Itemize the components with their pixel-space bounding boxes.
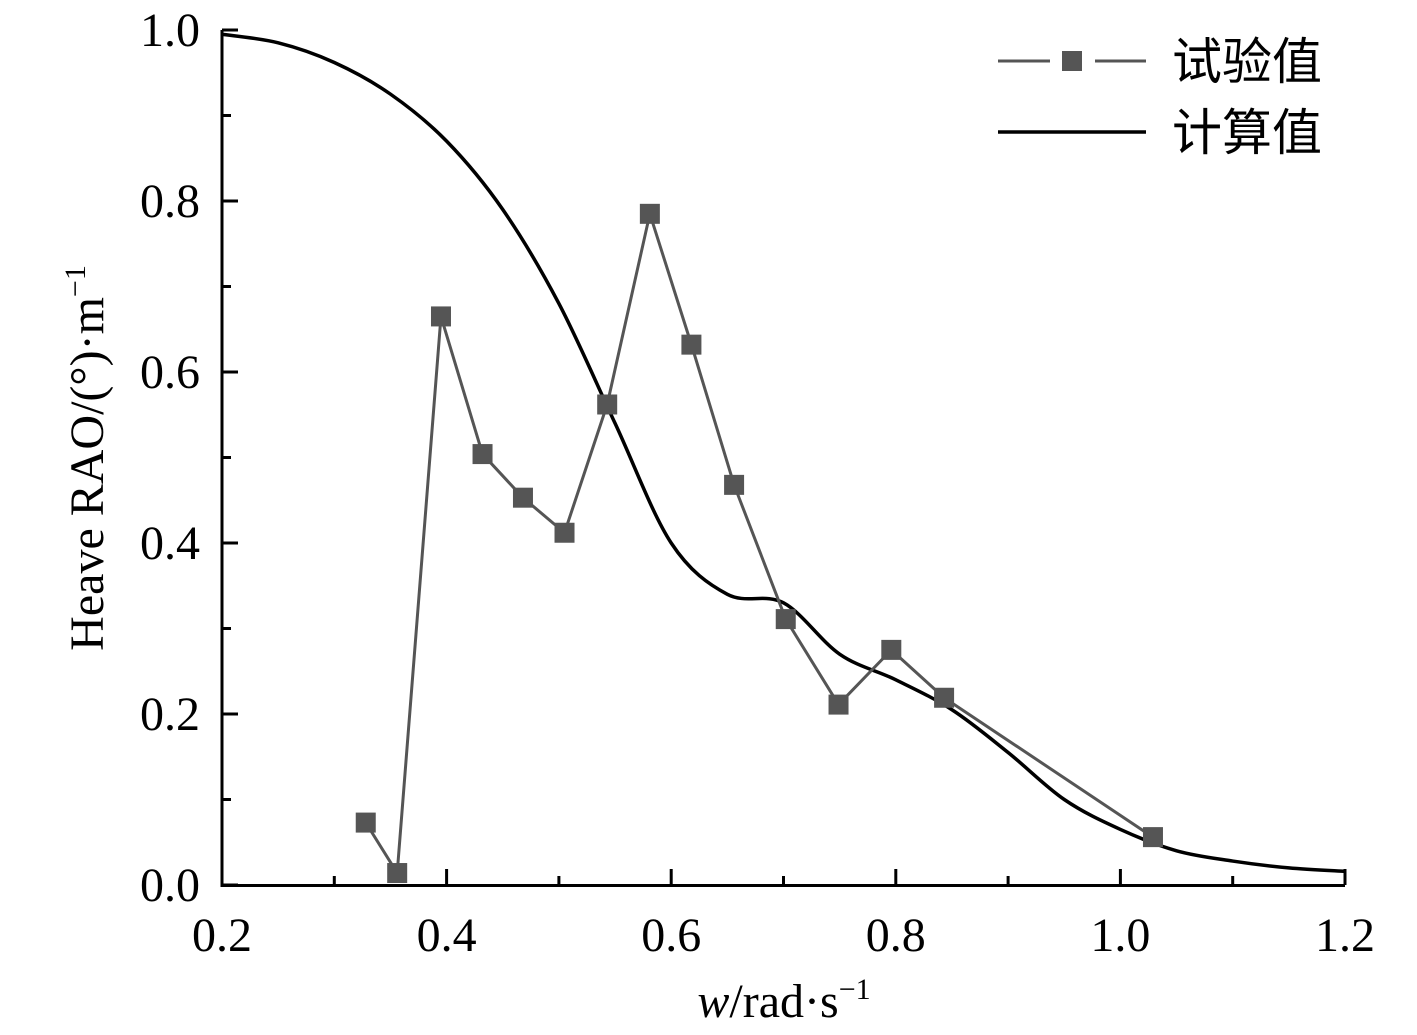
legend-label-calc: 计算值 (1172, 105, 1322, 161)
y-tick-label: 1.0 (140, 4, 200, 57)
experimental-point (934, 687, 955, 708)
legend-marker-test (1062, 51, 1082, 71)
experimental-point (597, 394, 618, 415)
tick-labels: 0.2 0.4 0.6 0.8 1.0 1.20.00.20.40.60.81.0 (140, 4, 1375, 962)
experimental-point (775, 609, 796, 630)
series-line-calculated (221, 32, 1346, 874)
series-layer (221, 32, 1346, 884)
ticks (220, 28, 1347, 887)
experimental-point (387, 863, 408, 884)
y-tick-label: 0.8 (140, 175, 200, 228)
experimental-point (355, 812, 376, 833)
experimental-point (1142, 827, 1163, 848)
experimental-point (639, 203, 660, 224)
experimental-point (724, 474, 745, 495)
legend-label-test: 试验值 (1172, 34, 1322, 90)
x-axis-title: w/rad·s−1 (697, 973, 870, 1028)
legend-entry-calc: 计算值 (998, 105, 1322, 161)
y-axis-title: Heave RAO/(°)·m−1 (59, 265, 114, 651)
x-tick-label: 0.4 (417, 909, 477, 962)
y-tick-label: 0.2 (140, 688, 200, 741)
x-tick-label: 0.8 (866, 909, 926, 962)
experimental-point (681, 334, 702, 355)
experimental-point (472, 444, 493, 465)
x-tick-label: 0.2 (192, 909, 252, 962)
experimental-point (828, 694, 849, 715)
x-tick-label: 0.6 (641, 909, 701, 962)
y-tick-label: 0.0 (140, 859, 200, 912)
experimental-point (512, 487, 533, 508)
x-tick-label: 1.2 (1315, 909, 1375, 962)
legend-entry-test: 试验值 (998, 34, 1322, 90)
y-tick-label: 0.6 (140, 346, 200, 399)
experimental-point (430, 306, 451, 327)
x-tick-label: 1.0 (1090, 909, 1150, 962)
experimental-point (554, 522, 575, 543)
experimental-point (881, 639, 902, 660)
y-tick-label: 0.4 (140, 517, 200, 570)
legend: 试验值 计算值 (998, 34, 1322, 161)
